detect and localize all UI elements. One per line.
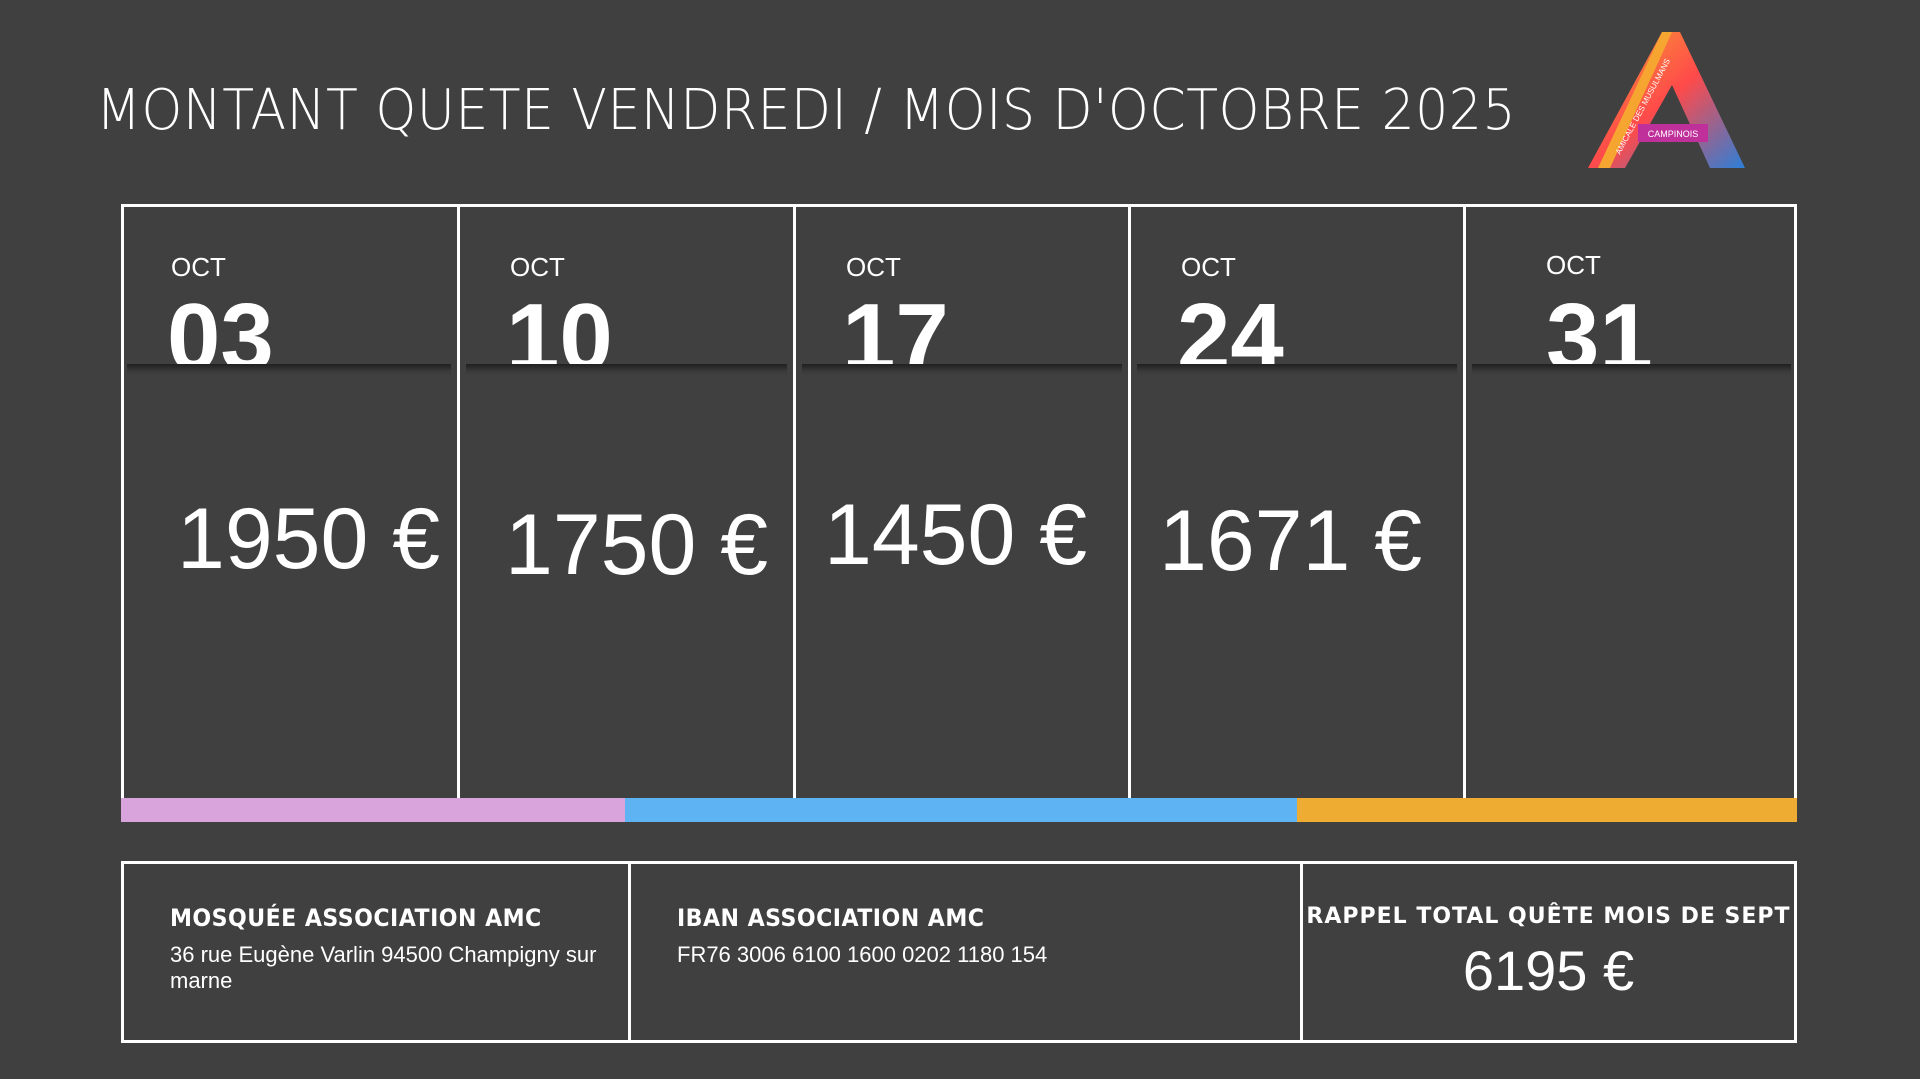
bar-orange [1297,798,1797,822]
iban-title: IBAN ASSOCIATION AMC [677,904,985,932]
week-column: OCT 03 1950 € [121,204,457,798]
amount-value: 1750 € [505,497,769,593]
logo-banner-text: CAMPINOIS [1648,129,1699,139]
bar-blue [625,798,1297,822]
week-column: OCT 24 1671 € [1128,204,1463,798]
mosque-title: MOSQUÉE ASSOCIATION AMC [170,904,542,932]
month-label: OCT [171,252,226,282]
amount-value: 1950 € [177,491,441,587]
total-info: RAPPEL TOTAL QUÊTE MOIS DE SEPT 6195 € [1300,864,1794,1040]
month-label: OCT [510,252,565,282]
iban-info: IBAN ASSOCIATION AMC FR76 3006 6100 1600… [628,864,1300,1040]
week-column: OCT 17 1450 € [793,204,1128,798]
week-column: OCT 10 1750 € [457,204,793,798]
month-label: OCT [846,252,901,282]
mosque-info: MOSQUÉE ASSOCIATION AMC 36 rue Eugène Va… [124,864,628,1040]
iban-value: FR76 3006 6100 1600 0202 1180 154 [677,942,1048,967]
day-number: 10 [506,284,613,372]
month-label: OCT [1546,250,1601,280]
day-number: 31 [1546,284,1653,372]
month-label: OCT [1181,252,1236,282]
bar-pink [121,798,625,822]
day-number: 24 [1177,284,1284,372]
association-logo: CAMPINOIS AMICALE DES MUSULMANS [1588,32,1745,168]
day-number: 17 [842,284,949,372]
mosque-address: 36 rue Eugène Varlin 94500 Champigny sur… [170,942,597,993]
day-number: 03 [167,284,274,372]
amount-value: 1450 € [824,487,1088,583]
total-title: RAPPEL TOTAL QUÊTE MOIS DE SEPT [1306,904,1791,929]
color-bars [121,798,1797,822]
amount-value: 1671 € [1159,493,1423,589]
page-title: MONTANT QUETE VENDREDI / MOIS D'OCTOBRE … [96,78,1516,143]
total-value: 6195 € [1462,939,1635,1002]
info-panel: MOSQUÉE ASSOCIATION AMC 36 rue Eugène Va… [121,861,1797,1043]
weekly-calendar: OCT 03 1950 € OCT 10 1750 € OCT 17 1450 … [121,204,1797,822]
week-column: OCT 31 [1463,204,1797,798]
